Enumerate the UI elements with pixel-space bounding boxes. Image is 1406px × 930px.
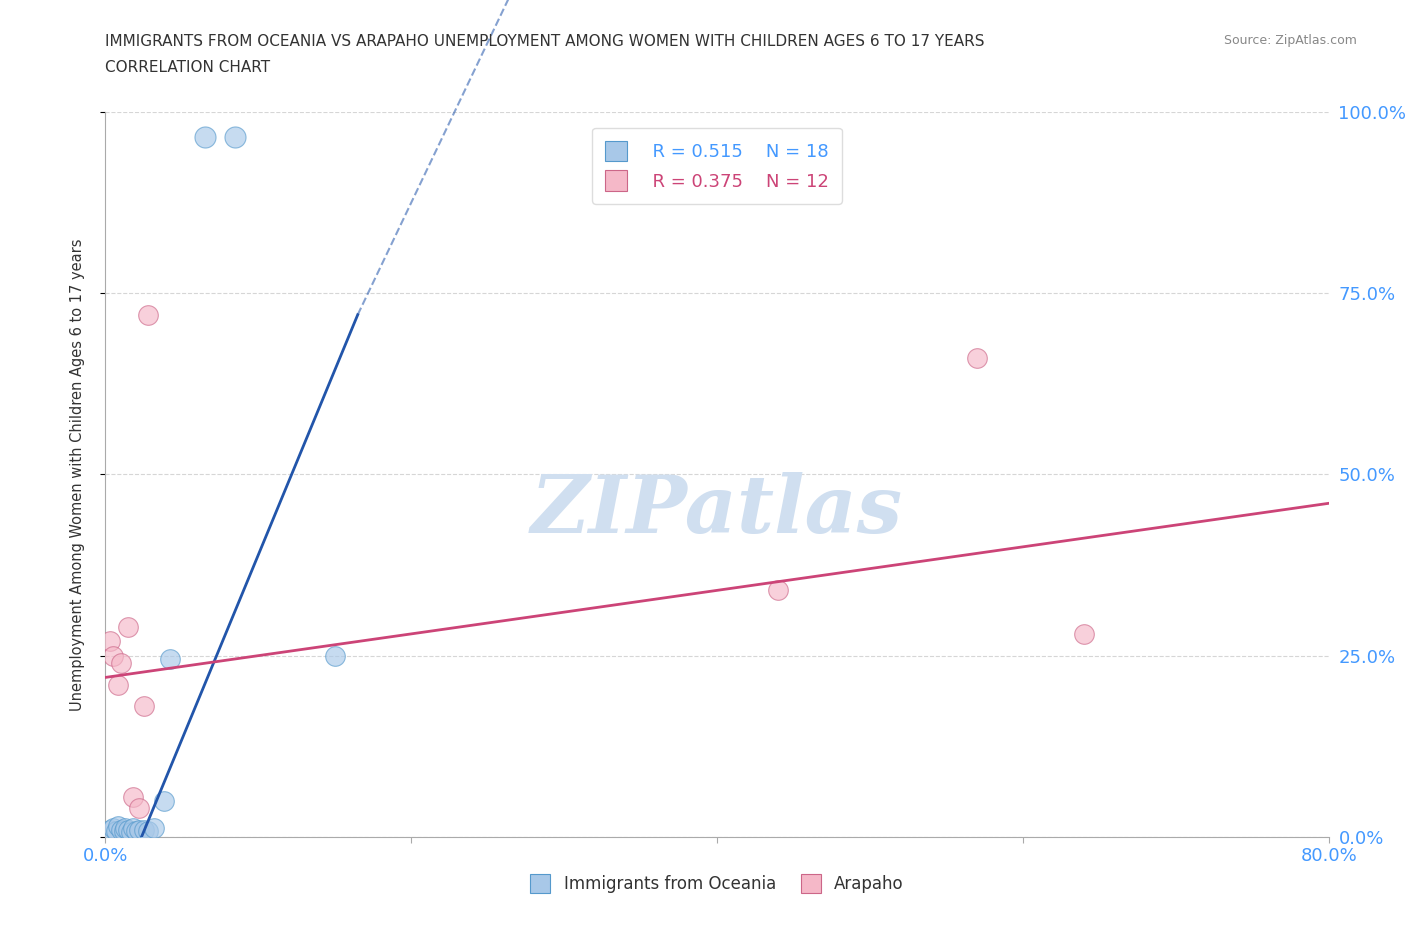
Point	[143, 821, 166, 836]
Text: IMMIGRANTS FROM OCEANIA VS ARAPAHO UNEMPLOYMENT AMONG WOMEN WITH CHILDREN AGES 6: IMMIGRANTS FROM OCEANIA VS ARAPAHO UNEMP…	[105, 34, 986, 49]
Point	[159, 652, 181, 667]
Point	[117, 619, 139, 634]
Point	[136, 307, 159, 322]
Point	[122, 790, 145, 804]
Point	[224, 129, 246, 144]
Point	[98, 822, 121, 837]
Point	[132, 699, 155, 714]
Point	[117, 822, 139, 837]
Text: Source: ZipAtlas.com: Source: ZipAtlas.com	[1223, 34, 1357, 47]
Point	[107, 677, 129, 692]
Point	[128, 822, 150, 837]
Point	[107, 818, 129, 833]
Legend: Immigrants from Oceania, Arapaho: Immigrants from Oceania, Arapaho	[522, 865, 912, 901]
Point	[125, 824, 148, 839]
Point	[112, 824, 135, 839]
Point	[132, 822, 155, 837]
Point	[114, 821, 136, 836]
Point	[110, 656, 132, 671]
Text: CORRELATION CHART: CORRELATION CHART	[105, 60, 270, 75]
Point	[194, 129, 217, 144]
Point	[152, 793, 174, 808]
Point	[966, 351, 988, 365]
Point	[768, 583, 790, 598]
Y-axis label: Unemployment Among Women with Children Ages 6 to 17 years: Unemployment Among Women with Children A…	[70, 238, 84, 711]
Point	[128, 801, 150, 816]
Point	[101, 821, 124, 836]
Point	[1073, 627, 1095, 642]
Point	[136, 824, 159, 839]
Point	[98, 633, 121, 648]
Text: ZIPatlas: ZIPatlas	[531, 472, 903, 550]
Point	[323, 648, 346, 663]
Point	[105, 824, 128, 839]
Point	[122, 821, 145, 836]
Point	[110, 822, 132, 837]
Point	[101, 648, 124, 663]
Point	[120, 825, 142, 840]
